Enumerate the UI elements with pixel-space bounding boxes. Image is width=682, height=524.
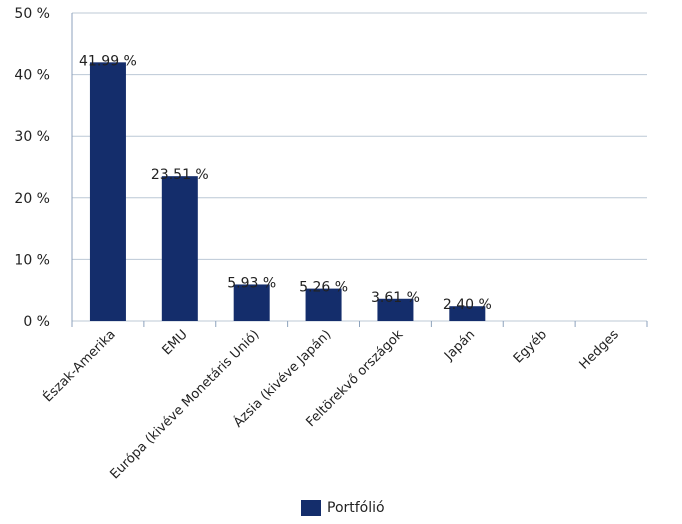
legend: Portfólió bbox=[301, 500, 385, 516]
x-tick-label: Hedges bbox=[577, 327, 622, 372]
bar bbox=[233, 284, 270, 321]
data-label: 5.93 % bbox=[227, 275, 276, 291]
bar bbox=[89, 62, 126, 321]
bar bbox=[305, 288, 342, 321]
data-label: 5.26 % bbox=[299, 280, 348, 296]
data-labels: 41.99 % 23.51 % 5.93 % 5.26 % 3.61 % 2.40 % bbox=[79, 53, 492, 313]
legend-label: Portfólió bbox=[327, 500, 385, 516]
y-tick-label: 40 % bbox=[14, 68, 50, 84]
x-tick-label: Japán bbox=[441, 327, 478, 364]
data-label: 41.99 % bbox=[79, 53, 137, 69]
bar bbox=[377, 298, 414, 321]
y-tick-label: 20 % bbox=[14, 191, 50, 207]
legend-swatch bbox=[301, 500, 321, 516]
x-tick-label: EMU bbox=[160, 327, 191, 358]
x-tick-label: Egyéb bbox=[511, 327, 550, 366]
y-tick-label: 0 % bbox=[23, 314, 50, 330]
y-tick-label: 30 % bbox=[14, 129, 50, 145]
data-label: 2.40 % bbox=[443, 297, 492, 313]
bars bbox=[89, 62, 486, 321]
bar bbox=[161, 176, 198, 321]
x-tick-label: Észak-Amerika bbox=[40, 327, 119, 406]
y-tick-label: 10 % bbox=[14, 252, 50, 268]
x-tick-label: Európa (kivéve Monetáris Unió) bbox=[107, 327, 262, 482]
data-label: 23.51 % bbox=[151, 167, 209, 183]
data-label: 3.61 % bbox=[371, 290, 420, 306]
bar bbox=[449, 306, 486, 321]
y-tick-label: 50 % bbox=[14, 6, 50, 22]
y-axis-ticks: 0 % 10 % 20 % 30 % 40 % 50 % bbox=[14, 6, 50, 330]
